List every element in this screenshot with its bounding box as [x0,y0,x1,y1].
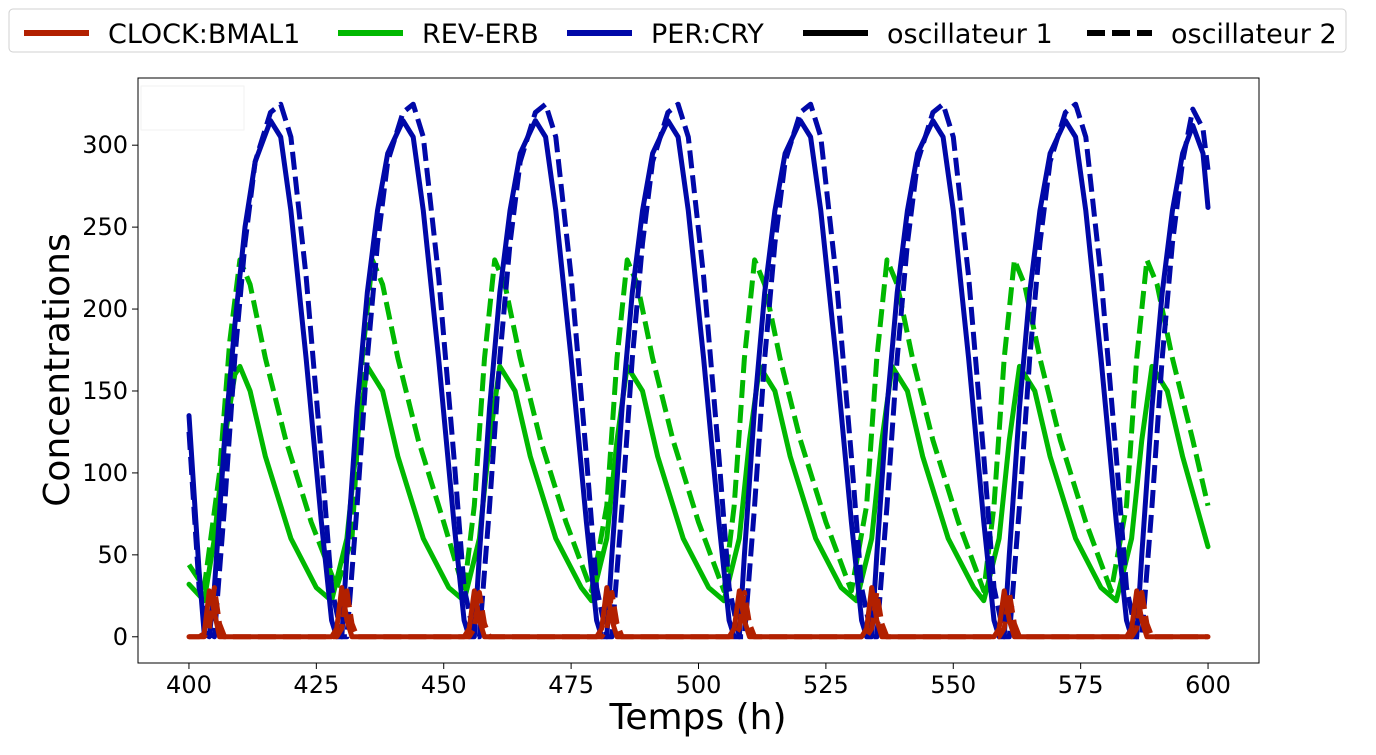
legend-label: oscillateur 1 [887,19,1053,50]
legend-label: PER:CRY [651,19,764,50]
empty-inset-box [140,85,245,131]
x-tick-label: 475 [548,671,594,699]
y-tick-label: 300 [82,131,128,159]
y-tick-label: 0 [113,623,128,651]
legend-item-oscillateur-2: oscillateur 2 [1087,19,1337,50]
legend-label: oscillateur 2 [1171,19,1337,50]
series-line-clock-bmal1-oscillateur-2 [189,585,1208,640]
x-tick-label: 400 [166,671,212,699]
x-tick-label: 575 [1058,671,1104,699]
legend: CLOCK:BMAL1 REV-ERB PER:CRY oscillateur 1 os… [8,8,1347,53]
y-axis-title: Concentrations [37,233,78,506]
y-tick-label: 200 [82,295,128,323]
x-tick-label: 600 [1185,671,1231,699]
y-axis: 0 50 100 150 200 250 300 [82,131,138,651]
plot-area [137,77,1260,664]
legend-item-oscillateur-1: oscillateur 1 [803,19,1053,50]
x-tick-label: 425 [293,671,339,699]
series-line-per-cry-oscillateur-1 [186,118,1211,640]
legend-frame [8,8,1347,53]
legend-item-rev-erb: REV-ERB [338,19,539,50]
series-line-per-cry-oscillateur-2 [186,101,1211,640]
legend-item-clock-bmal1: CLOCK:BMAL1 [24,19,300,50]
y-tick-label: 100 [82,459,128,487]
x-tick-label: 500 [676,671,722,699]
x-tick-label: 525 [803,671,849,699]
x-tick-label: 550 [930,671,976,699]
y-tick-label: 50 [97,541,128,569]
legend-label: REV-ERB [422,19,539,50]
x-axis-title: Temps (h) [608,697,786,738]
x-axis: 400 425 450 475 500 525 550 575 600 [166,663,1231,699]
series-line-rev-erb-oscillateur-2 [186,257,1211,594]
legend-item-per-cry: PER:CRY [567,19,764,50]
y-tick-label: 150 [82,377,128,405]
y-tick-label: 250 [82,213,128,241]
legend-label: CLOCK:BMAL1 [108,19,300,50]
x-tick-label: 450 [421,671,467,699]
